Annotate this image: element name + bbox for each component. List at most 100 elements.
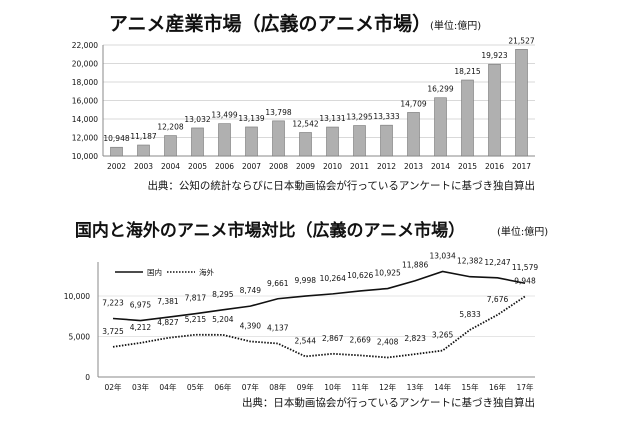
chart1-bar xyxy=(218,123,231,157)
chart2-xtick: 15年 xyxy=(462,382,480,392)
chart1-xtick: 2003 xyxy=(134,162,153,171)
chart1-data-label: 21,527 xyxy=(508,36,534,45)
chart1-xtick: 2005 xyxy=(188,162,207,171)
chart2-data-label: 13,034 xyxy=(429,251,455,260)
chart1-xtick: 2002 xyxy=(107,162,126,171)
chart1-title: アニメ産業市場（広義のアニメ市場） xyxy=(109,12,431,35)
chart2-data-label: 3,725 xyxy=(102,327,124,336)
chart2-title: 国内と海外のアニメ市場対比（広義のアニメ市場） xyxy=(75,220,465,241)
chart1-xtick: 2006 xyxy=(215,162,234,171)
chart2-xtick: 02年 xyxy=(104,382,122,392)
chart2-series-overseas-line xyxy=(112,295,526,359)
chart2-ytick: 10,000 xyxy=(64,292,90,301)
chart2-data-label: 3,265 xyxy=(432,331,454,340)
chart1-bar xyxy=(245,126,258,157)
chart2-data-label: 5,204 xyxy=(212,315,234,324)
chart2-xtick: 11年 xyxy=(352,382,370,392)
chart2-data-label: 10,626 xyxy=(347,271,373,280)
chart2-data-label: 5,215 xyxy=(185,315,207,324)
chart2-source: 出典：日本動画協会が行っているアンケートに基づき独自算出 xyxy=(242,396,535,409)
chart1-bar xyxy=(137,144,150,157)
chart2-series-domestic-line xyxy=(112,270,526,322)
chart1-bar xyxy=(461,79,474,157)
chart1-ytick: 16,000 xyxy=(72,97,98,106)
chart2-xtick: 10年 xyxy=(324,382,342,392)
chart2-data-label: 8,749 xyxy=(240,286,262,295)
chart2-data-label: 7,817 xyxy=(185,294,207,303)
chart2-data-label: 4,212 xyxy=(130,323,152,332)
chart1-xtick: 2010 xyxy=(323,162,342,171)
chart1-data-label: 11,187 xyxy=(130,132,156,141)
chart2-unit: (単位:億円) xyxy=(497,225,548,238)
chart1-ytick: 18,000 xyxy=(72,78,98,87)
chart2-xtick: 05年 xyxy=(187,382,205,392)
chart2-data-label: 2,867 xyxy=(322,334,344,343)
chart1-xtick: 2017 xyxy=(512,162,531,171)
chart1-data-label: 10,948 xyxy=(103,134,129,143)
chart2-xtick: 09年 xyxy=(297,382,315,392)
chart2-data-label: 7,223 xyxy=(102,299,124,308)
chart1-data-label: 13,139 xyxy=(238,114,264,123)
chart1-ytick: 22,000 xyxy=(72,41,98,50)
chart2-data-label: 11,886 xyxy=(402,261,428,270)
chart2-data-label: 4,827 xyxy=(157,318,179,327)
chart2-data-label: 2,669 xyxy=(349,335,371,344)
chart1-xtick: 2012 xyxy=(377,162,396,171)
chart1-xtick: 2011 xyxy=(350,162,369,171)
chart2-data-label: 8,295 xyxy=(212,290,234,299)
chart1-data-label: 13,798 xyxy=(265,108,291,117)
chart2-data-label: 5,833 xyxy=(459,310,481,319)
chart1-bar xyxy=(272,120,285,157)
chart2-xtick: 13年 xyxy=(407,382,425,392)
chart1-bar xyxy=(191,127,204,157)
chart2-xtick: 14年 xyxy=(434,382,452,392)
chart2-data-label: 7,381 xyxy=(157,297,179,306)
chart2-xtick: 12年 xyxy=(379,382,397,392)
chart2-data-label: 7,676 xyxy=(487,295,509,304)
chart1-ytick: 12,000 xyxy=(72,134,98,143)
chart1-bar xyxy=(326,126,339,157)
chart2-ytick: 5,000 xyxy=(69,333,91,342)
chart1-ytick: 20,000 xyxy=(72,60,98,69)
chart2-data-label: 2,408 xyxy=(377,337,399,346)
chart2-xtick: 07年 xyxy=(242,382,260,392)
chart1-data-label: 13,499 xyxy=(211,111,237,120)
chart1-bar xyxy=(515,49,528,157)
chart1-data-label: 12,542 xyxy=(292,119,318,128)
chart1-bar xyxy=(110,146,123,157)
chart1-xtick: 2008 xyxy=(269,162,288,171)
chart1-source: 出典：公知の統計ならびに日本動画協会が行っているアンケートに基づき独自算出 xyxy=(147,179,535,192)
chart1-data-label: 16,299 xyxy=(427,85,453,94)
chart2-data-label: 10,925 xyxy=(375,269,401,278)
chart1-ytick: 10,000 xyxy=(72,152,98,161)
chart2-xtick: 03年 xyxy=(132,382,150,392)
chart1-data-label: 18,215 xyxy=(454,67,480,76)
chart1-ytick: 14,000 xyxy=(72,115,98,124)
chart1-data-label: 13,333 xyxy=(373,112,399,121)
legend-label: 国内 xyxy=(147,267,162,277)
chart2-xtick: 08年 xyxy=(269,382,287,392)
chart1-bar xyxy=(353,125,366,157)
chart2-data-label: 9,998 xyxy=(295,276,317,285)
chart1-xtick: 2016 xyxy=(485,162,504,171)
chart2-data-label: 9,661 xyxy=(267,279,289,288)
chart2-data-label: 4,390 xyxy=(240,321,262,330)
chart1-data-label: 14,709 xyxy=(400,99,426,108)
chart2-data-label: 4,137 xyxy=(267,323,289,332)
chart1-xtick: 2009 xyxy=(296,162,315,171)
chart1-bar xyxy=(380,124,393,157)
chart1-data-label: 13,131 xyxy=(319,114,345,123)
chart1-data-label: 13,032 xyxy=(184,115,210,124)
chart2-data-label: 12,382 xyxy=(457,257,483,266)
chart1-data-label: 13,295 xyxy=(346,113,372,122)
legend-label: 海外 xyxy=(199,267,214,277)
chart1-xtick: 2015 xyxy=(458,162,477,171)
chart2-data-label: 10,264 xyxy=(320,274,346,283)
chart2-data-label: 9,948 xyxy=(514,276,536,285)
chart2-xtick: 06年 xyxy=(214,382,232,392)
chart1-bar xyxy=(407,112,420,157)
chart1-xtick: 2004 xyxy=(161,162,180,171)
chart1-xtick: 2013 xyxy=(404,162,423,171)
